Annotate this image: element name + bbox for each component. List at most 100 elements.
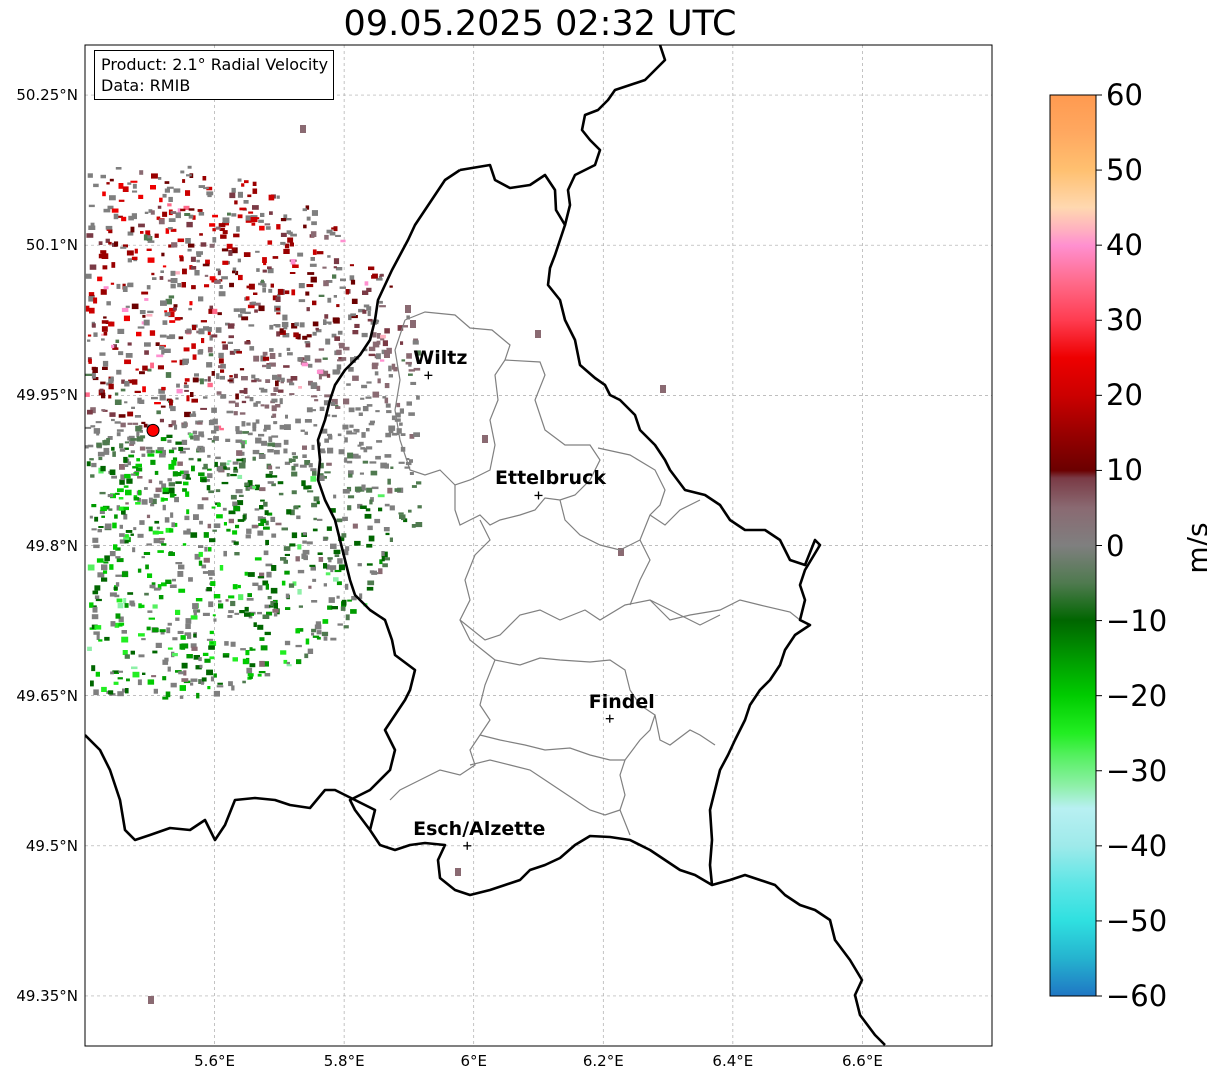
velocity-echo [295, 628, 300, 634]
velocity-echo [131, 473, 136, 476]
velocity-echo [384, 328, 390, 334]
velocity-echo [212, 214, 218, 218]
velocity-echo [124, 603, 129, 608]
velocity-echo [371, 486, 379, 490]
velocity-echo [237, 258, 241, 263]
velocity-echo [306, 216, 311, 221]
velocity-echo [293, 505, 299, 510]
velocity-echo [298, 386, 302, 389]
velocity-echo [156, 216, 161, 220]
velocity-echo [127, 258, 132, 263]
velocity-echo [167, 439, 172, 443]
velocity-echo [122, 650, 128, 655]
velocity-echo [410, 381, 417, 385]
velocity-echo [289, 459, 296, 462]
velocity-echo [232, 530, 238, 535]
velocity-echo [150, 185, 156, 190]
velocity-echo [298, 299, 306, 303]
velocity-echo [204, 284, 210, 288]
velocity-echo [87, 334, 92, 337]
velocity-echo [333, 494, 337, 499]
velocity-echo [259, 225, 265, 231]
velocity-echo [243, 200, 249, 204]
velocity-echo [99, 509, 105, 514]
velocity-echo [343, 346, 350, 351]
velocity-echo [234, 612, 240, 615]
velocity-echo [119, 533, 125, 537]
velocity-echo [366, 543, 373, 548]
velocity-echo [122, 688, 126, 693]
velocity-echo [316, 500, 320, 505]
velocity-echo [93, 605, 97, 608]
velocity-echo [95, 421, 102, 424]
velocity-echo [157, 584, 162, 590]
velocity-echo [262, 257, 267, 263]
velocity-echo [411, 485, 417, 488]
velocity-echo [202, 571, 210, 574]
velocity-echo [146, 285, 151, 290]
velocity-echo [227, 379, 233, 382]
velocity-echo [365, 508, 371, 512]
velocity-echo [271, 475, 278, 478]
velocity-echo [155, 342, 160, 346]
velocity-echo [340, 278, 346, 282]
velocity-echo [379, 300, 383, 304]
city-label: Wiltz [413, 347, 468, 370]
velocity-echo [207, 468, 212, 471]
velocity-echo [327, 557, 333, 560]
velocity-echo [165, 372, 172, 378]
velocity-echo [366, 287, 372, 292]
velocity-echo [188, 307, 192, 311]
velocity-echo [192, 430, 198, 435]
velocity-echo [238, 462, 246, 469]
velocity-echo [90, 680, 94, 687]
velocity-echo [269, 211, 273, 215]
velocity-echo [200, 242, 207, 247]
velocity-echo [310, 566, 316, 571]
velocity-echo [241, 457, 246, 463]
velocity-echo [310, 231, 317, 237]
velocity-echo [201, 497, 209, 501]
velocity-echo [389, 505, 395, 511]
velocity-echo [93, 631, 100, 635]
velocity-echo [104, 636, 110, 641]
velocity-echo [257, 516, 264, 522]
velocity-echo [132, 183, 137, 189]
velocity-echo [195, 665, 202, 670]
velocity-echo [205, 479, 210, 482]
velocity-echo [162, 320, 168, 325]
velocity-echo [281, 527, 288, 531]
velocity-echo [311, 210, 318, 216]
velocity-echo [252, 449, 260, 455]
velocity-echo [181, 439, 188, 445]
velocity-echo [184, 411, 191, 418]
velocity-echo [159, 197, 163, 203]
velocity-echo [139, 170, 144, 175]
velocity-echo [382, 563, 388, 568]
velocity-echo [257, 576, 264, 579]
velocity-echo [315, 621, 321, 626]
velocity-echo [364, 513, 372, 519]
velocity-echo [325, 414, 331, 417]
velocity-echo [218, 352, 224, 358]
velocity-echo [303, 485, 309, 490]
velocity-echo [242, 514, 246, 521]
velocity-echo [95, 598, 102, 602]
velocity-echo [158, 537, 165, 541]
colorbar-tick-label: 40 [1106, 228, 1143, 263]
velocity-echo [275, 380, 279, 387]
velocity-echo [176, 388, 183, 394]
velocity-echo [164, 517, 170, 523]
velocity-echo [184, 382, 188, 385]
velocity-echo [111, 475, 117, 479]
velocity-echo [283, 559, 288, 564]
velocity-echo [409, 459, 413, 463]
velocity-echo [96, 558, 104, 563]
velocity-echo [93, 297, 98, 304]
velocity-echo [131, 213, 137, 220]
velocity-echo [188, 214, 194, 219]
velocity-echo [154, 233, 159, 238]
velocity-echo [287, 237, 294, 243]
velocity-echo [125, 530, 133, 533]
velocity-echo [199, 378, 204, 385]
